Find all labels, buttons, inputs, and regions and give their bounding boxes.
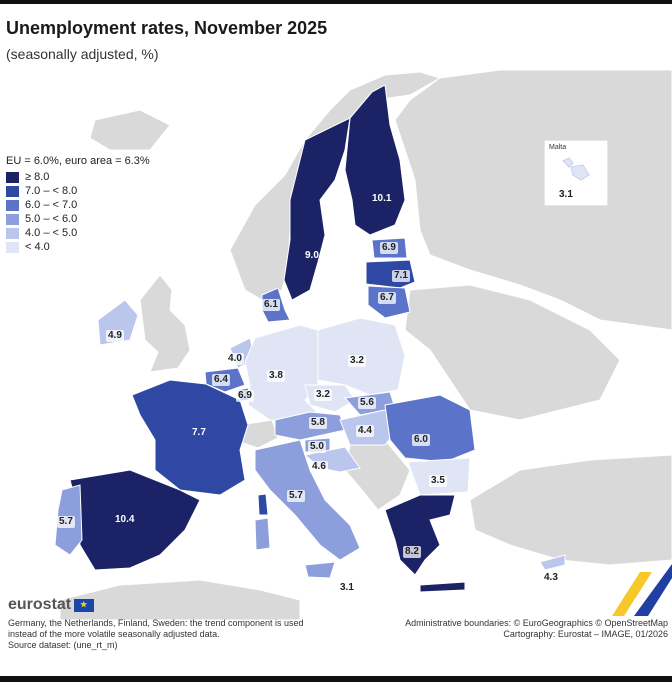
value-label-portugal: 5.7	[57, 516, 75, 528]
legend-label: 7.0 – < 8.0	[25, 185, 78, 197]
corsica-shape	[257, 493, 269, 516]
map-legend: EU = 6.0%, euro area = 6.3% ≥ 8.0 7.0 – …	[6, 155, 150, 254]
europe-map	[54, 70, 672, 620]
footnote-line: instead of the more volatile seasonally …	[8, 629, 220, 639]
top-border	[0, 0, 672, 4]
inset-value: 3.1	[559, 189, 573, 200]
credits: Administrative boundaries: © EuroGeograp…	[405, 618, 668, 640]
value-label-luxembourg: 6.9	[236, 390, 254, 402]
value-label-czechia: 3.2	[314, 389, 332, 401]
legend-item: 5.0 – < 6.0	[6, 212, 150, 226]
value-label-bulgaria: 3.5	[429, 475, 447, 487]
finland-shape	[344, 84, 406, 236]
map-title: Unemployment rates, November 2025	[6, 18, 328, 38]
legend-swatch	[6, 185, 19, 197]
bottom-border	[0, 676, 672, 682]
malta-inset: Malta 3.1	[544, 140, 608, 206]
uk-shape	[139, 274, 191, 373]
value-label-lithuania: 6.7	[378, 292, 396, 304]
value-label-greece: 8.2	[403, 546, 421, 558]
eu-countries	[54, 84, 566, 593]
value-label-belgium: 6.4	[212, 374, 230, 386]
norway-shape	[229, 71, 442, 301]
credit-line: Administrative boundaries: © EuroGeograp…	[405, 618, 668, 628]
value-label-france: 7.7	[192, 427, 206, 438]
credit-line: Cartography: Eurostat – IMAGE, 01/2026	[503, 629, 668, 639]
legend-swatch	[6, 199, 19, 211]
non-eu-land	[59, 70, 672, 620]
legend-item: ≥ 8.0	[6, 170, 150, 184]
value-label-italy: 5.7	[287, 490, 305, 502]
value-label-poland: 3.2	[348, 355, 366, 367]
value-label-denmark: 6.1	[262, 299, 280, 311]
legend-swatch	[6, 241, 19, 253]
value-label-cyprus: 4.3	[542, 572, 560, 584]
value-label-hungary: 4.4	[356, 425, 374, 437]
iceland-shape	[89, 109, 171, 151]
legend-heading: EU = 6.0%, euro area = 6.3%	[6, 155, 150, 167]
value-label-spain: 10.4	[115, 514, 135, 525]
value-label-netherlands: 4.0	[226, 353, 244, 365]
north-africa-shape	[59, 579, 301, 620]
value-label-ireland: 4.9	[106, 330, 124, 342]
value-label-malta: 3.1	[338, 582, 356, 594]
legend-item: < 4.0	[6, 240, 150, 254]
value-label-sweden: 9.0	[305, 250, 319, 261]
inset-country-name: Malta	[549, 144, 567, 151]
value-label-estonia: 6.9	[380, 242, 398, 254]
footnote-line: Source dataset: (une_rt_m)	[8, 640, 118, 650]
value-label-germany: 3.8	[267, 370, 285, 382]
map-subtitle: (seasonally adjusted, %)	[6, 46, 159, 62]
legend-item: 6.0 – < 7.0	[6, 198, 150, 212]
sardinia-shape	[254, 517, 271, 551]
legend-label: ≥ 8.0	[25, 171, 50, 183]
russia-shape	[394, 70, 672, 331]
sweden-shape	[283, 117, 351, 301]
footnote-line: Germany, the Netherlands, Finland, Swede…	[8, 618, 304, 628]
legend-swatch	[6, 171, 19, 183]
eu-flag-icon	[74, 598, 95, 612]
france-shape	[131, 379, 249, 496]
legend-swatch	[6, 213, 19, 225]
ukraine-shape	[404, 284, 621, 421]
value-label-slovenia: 5.0	[308, 441, 326, 453]
balkans-shape	[344, 439, 411, 511]
value-label-croatia: 4.6	[310, 461, 328, 473]
value-label-romania: 6.0	[412, 434, 430, 446]
logo-text: eurostat	[8, 596, 72, 613]
legend-item: 7.0 – < 8.0	[6, 184, 150, 198]
legend-label: < 4.0	[25, 241, 50, 253]
footnote: Germany, the Netherlands, Finland, Swede…	[8, 618, 304, 651]
greece-shape	[384, 494, 456, 576]
legend-label: 6.0 – < 7.0	[25, 199, 78, 211]
eurostat-stripes-icon	[612, 564, 672, 616]
turkey-shape	[469, 454, 672, 566]
legend-item: 4.0 – < 5.0	[6, 226, 150, 240]
cyprus-shape	[539, 554, 566, 571]
value-label-latvia: 7.1	[392, 270, 410, 282]
legend-swatch	[6, 227, 19, 239]
legend-label: 4.0 – < 5.0	[25, 227, 78, 239]
legend-label: 5.0 – < 6.0	[25, 213, 78, 225]
value-label-slovakia: 5.6	[358, 397, 376, 409]
crete-shape	[419, 581, 466, 593]
romania-shape	[384, 394, 476, 463]
italy-shape	[254, 439, 361, 561]
value-label-finland: 10.1	[372, 193, 392, 204]
sicily-shape	[304, 561, 336, 579]
value-label-austria: 5.8	[309, 417, 327, 429]
eurostat-logo: eurostat	[8, 596, 95, 614]
malta-shape	[562, 157, 590, 181]
